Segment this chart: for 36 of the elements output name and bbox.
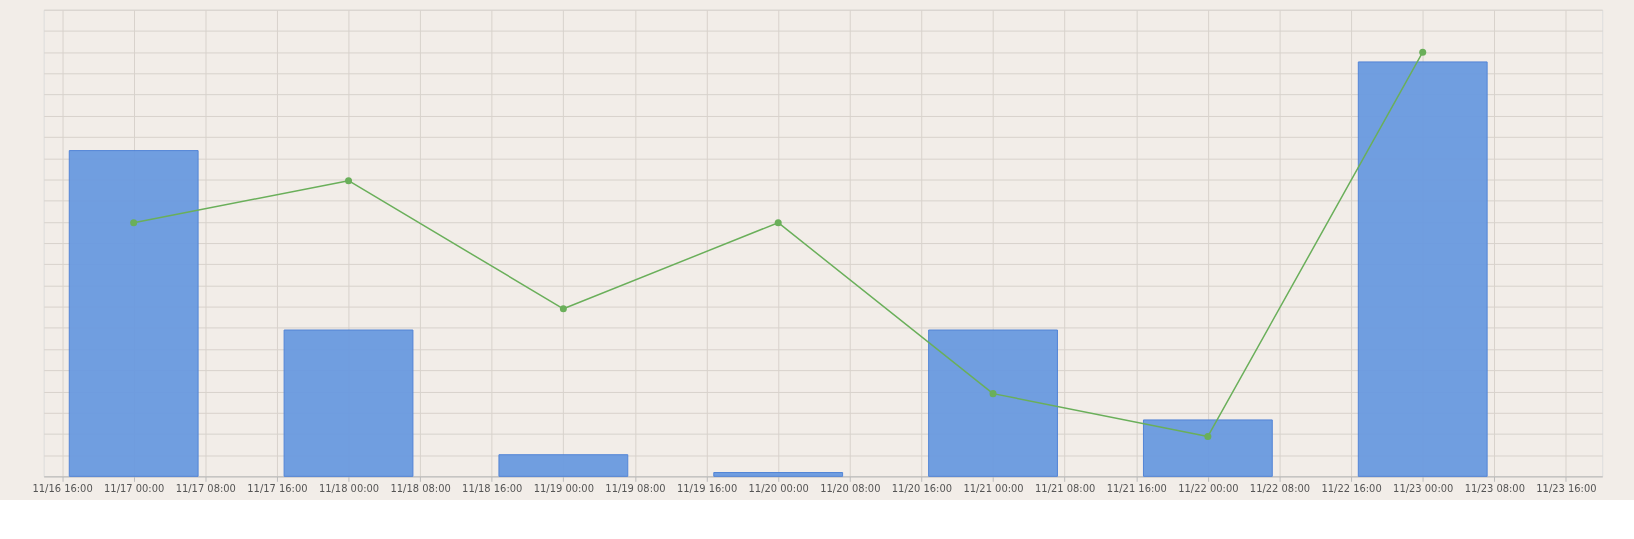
bar — [1142, 419, 1273, 477]
x-tick-label: 11/19 08:00 — [605, 482, 666, 494]
x-tick-label: 11/16 16:00 — [32, 482, 93, 494]
point — [1204, 432, 1212, 440]
bar — [1357, 61, 1488, 477]
bar — [283, 329, 414, 477]
x-tick-label: 11/17 08:00 — [175, 482, 236, 494]
x-tick-label: 11/18 08:00 — [390, 482, 451, 494]
x-tick-label: 11/17 00:00 — [104, 482, 165, 494]
point — [559, 305, 567, 313]
x-tick-label: 11/18 00:00 — [318, 482, 380, 494]
bar — [68, 150, 199, 477]
x-tick-label: 11/21 16:00 — [1106, 482, 1167, 494]
x-tick-label: 11/20 08:00 — [820, 482, 881, 494]
bar — [713, 472, 844, 477]
x-tick-label: 11/22 08:00 — [1249, 482, 1311, 494]
x-tick-label: 11/18 16:00 — [462, 482, 523, 494]
x-tick-label: 11/21 00:00 — [963, 482, 1024, 494]
x-tick-label: 11/22 16:00 — [1321, 482, 1382, 494]
point — [774, 219, 782, 227]
x-tick-label: 11/23 08:00 — [1464, 482, 1525, 494]
x-tick-label: 11/19 00:00 — [533, 482, 594, 494]
x-tick-label: 11/17 16:00 — [247, 482, 308, 494]
x-tick-label: 11/20 00:00 — [748, 482, 809, 494]
x-tick-label: 11/20 16:00 — [891, 482, 953, 494]
x-tick-label: 11/23 00:00 — [1393, 482, 1454, 494]
point — [989, 390, 997, 398]
x-tick-label: 11/23 16:00 — [1536, 482, 1597, 494]
point — [1419, 48, 1427, 56]
x-tick-label: 11/22 00:00 — [1178, 482, 1239, 494]
x-tick-label: 11/21 08:00 — [1035, 482, 1096, 494]
bar — [928, 329, 1058, 477]
x-tick-label: 11/19 16:00 — [676, 482, 738, 494]
point — [345, 177, 353, 185]
bar — [498, 454, 629, 477]
point — [130, 219, 138, 227]
